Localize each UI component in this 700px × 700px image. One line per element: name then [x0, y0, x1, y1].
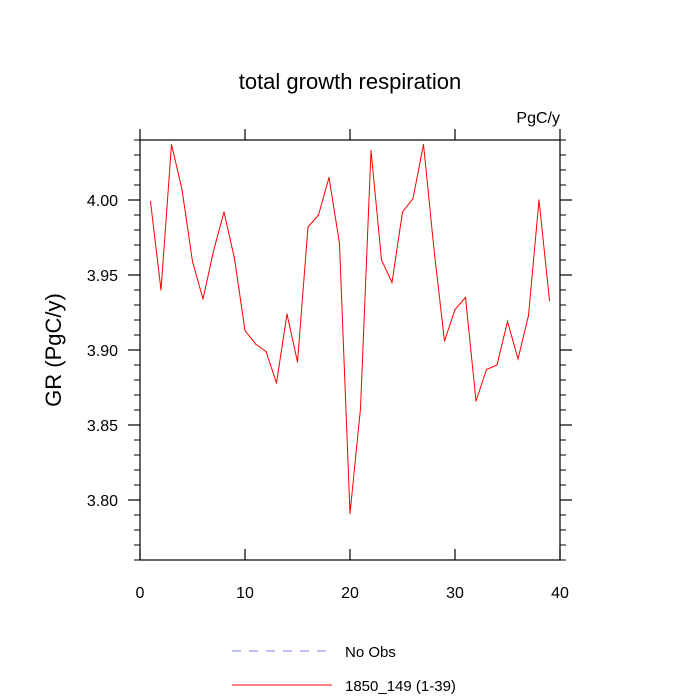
y-tick-label: 4.00	[87, 193, 118, 210]
legend-label-1850-149: 1850_149 (1-39)	[345, 678, 456, 695]
data-point	[443, 340, 446, 342]
x-tick-label: 30	[446, 585, 464, 602]
chart-title: total growth respiration	[239, 69, 462, 94]
data-point	[265, 350, 267, 353]
data-point	[391, 281, 393, 284]
units-label: PgC/y	[516, 110, 560, 127]
data-point	[401, 211, 404, 213]
data-point	[349, 512, 351, 515]
data-point	[328, 176, 330, 179]
y-tick-label: 3.90	[87, 343, 118, 360]
data-point	[380, 259, 383, 261]
x-tick-label: 20	[341, 585, 359, 602]
series-line-1	[150, 144, 550, 514]
legend: No Obs 1850_149 (1-39)	[232, 644, 456, 695]
data-point	[433, 248, 435, 251]
data-point	[412, 197, 414, 200]
data-point	[202, 298, 204, 300]
data-point	[317, 214, 320, 216]
axis-ticks: 0 10 20 30 40 3.80 3.85 3.90 3.95 4.00	[87, 129, 572, 602]
data-point	[359, 407, 362, 410]
data-point	[517, 358, 519, 360]
data-point	[506, 320, 509, 323]
data-point	[275, 382, 278, 384]
x-tick-label: 40	[551, 585, 569, 602]
legend-label-no-obs: No Obs	[345, 644, 396, 661]
y-axis-label: GR (PgC/y)	[41, 293, 66, 407]
x-tick-label: 0	[136, 585, 145, 602]
data-point	[244, 329, 246, 332]
data-point	[149, 200, 152, 203]
data-point	[296, 361, 299, 363]
data-point	[212, 250, 215, 252]
data-point	[307, 226, 309, 228]
data-point	[454, 308, 456, 311]
data-point	[338, 242, 341, 245]
data-point	[170, 143, 173, 146]
data-point	[233, 257, 236, 260]
data-point	[538, 199, 540, 201]
y-tick-label: 3.80	[87, 493, 118, 510]
data-point	[422, 143, 425, 146]
data-point	[223, 211, 225, 213]
x-tick-label: 10	[236, 585, 254, 602]
data-point	[464, 296, 467, 299]
data-point	[181, 188, 183, 191]
data-point	[254, 343, 257, 345]
data-point	[160, 289, 162, 291]
data-point	[286, 313, 288, 315]
data-point	[496, 364, 498, 366]
plot-frame	[139, 139, 561, 561]
data-point	[548, 299, 551, 302]
data-point	[527, 314, 530, 317]
y-tick-label: 3.85	[87, 418, 118, 435]
y-tick-label: 3.95	[87, 268, 118, 285]
data-point	[485, 368, 488, 371]
data-point	[475, 400, 477, 402]
data-point	[191, 260, 194, 263]
series-layer	[149, 143, 551, 515]
data-point	[370, 149, 372, 152]
